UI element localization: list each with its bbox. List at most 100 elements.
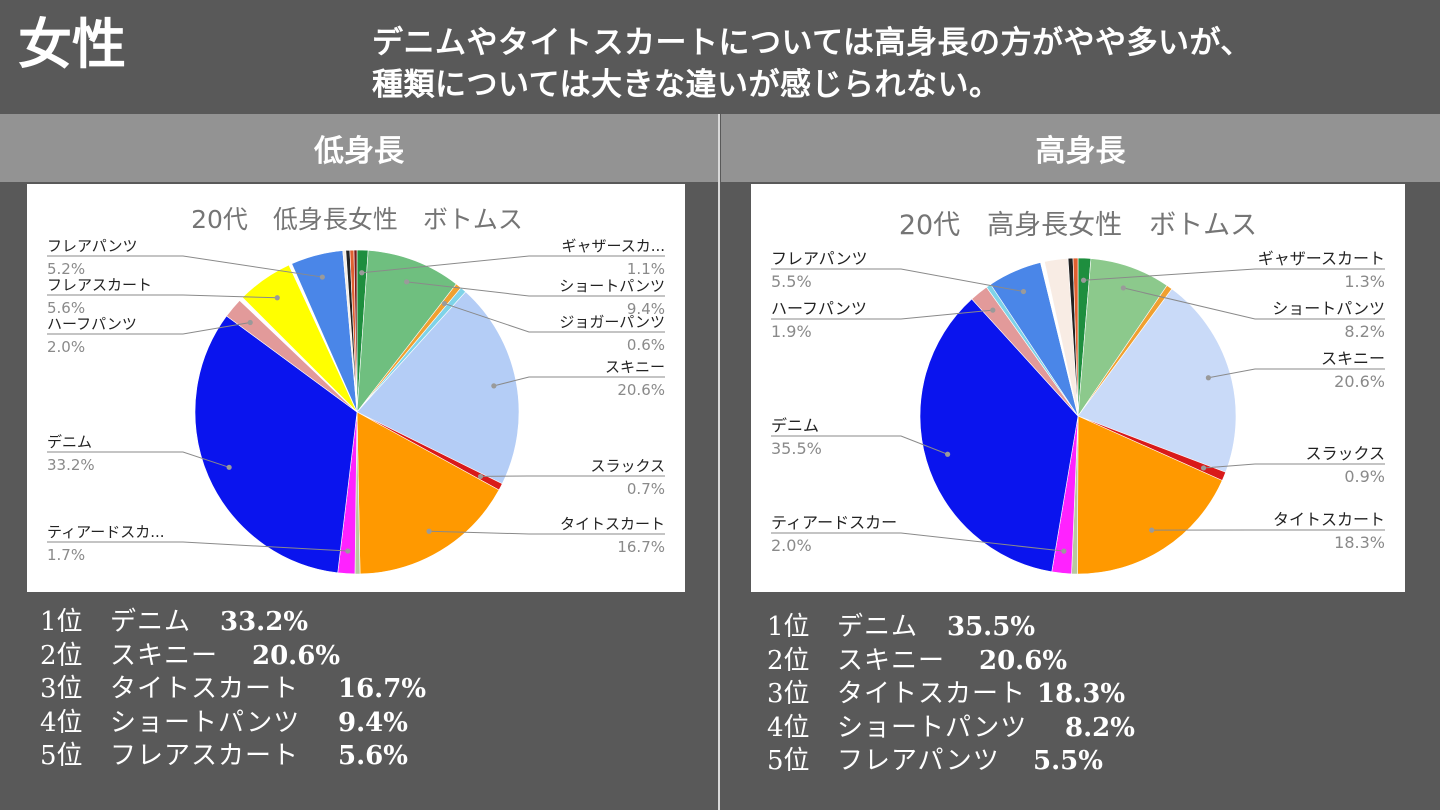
pie-slice-タイトスカート	[1077, 415, 1223, 575]
ranking-row: 3位 タイトスカート 18.3%	[767, 678, 1135, 712]
slice-label: ギャザースカ...	[561, 237, 665, 255]
section-header-tall: 高身長	[721, 114, 1440, 182]
leader-line	[493, 376, 665, 387]
rank-percent: 5.5%	[1033, 746, 1103, 776]
ranking-row: 1位 デニム 33.2%	[40, 606, 426, 640]
rank-percent: 20.6%	[979, 645, 1068, 676]
leader-dot	[990, 307, 996, 313]
rank-percent: 9.4%	[338, 707, 408, 738]
leader-line	[1203, 463, 1385, 469]
slice-percent: 5.2%	[47, 260, 85, 278]
leader-dot	[404, 279, 410, 285]
rank-item: タイトスカート	[837, 679, 1027, 709]
leader-line	[1123, 287, 1385, 320]
leader-line	[361, 255, 665, 274]
slice-label: ショートパンツ	[559, 277, 665, 295]
leader-line	[47, 255, 323, 278]
rank-percent: 18.3%	[1037, 679, 1126, 709]
ranking-row: 2位 スキニー 20.6%	[40, 640, 426, 674]
slice-label: タイトスカート	[560, 515, 665, 533]
rank-position: 1位	[40, 607, 83, 637]
chart-title: 20代 低身長女性 ボトムス	[191, 205, 523, 234]
slice-percent: 1.7%	[47, 546, 85, 564]
slice-percent: 0.7%	[627, 480, 665, 498]
slice-label: デニム	[771, 416, 819, 435]
rank-position: 2位	[40, 640, 83, 671]
pie-slice-other	[1072, 257, 1079, 417]
summary-line-1: デニムやタイトスカートについては高身長の方がやや多いが、	[372, 25, 1252, 61]
ranking-tall: 1位 デニム 35.5% 2位 スキニー 20.6% 3位 タイトスカート 18.3% 4位…	[767, 611, 1135, 779]
leader-dot	[491, 383, 497, 389]
slice-percent: 5.5%	[771, 272, 812, 291]
rank-percent: 20.6%	[252, 640, 341, 671]
slice-percent: 2.0%	[771, 536, 812, 555]
leader-dot	[274, 295, 280, 301]
rank-position: 5位	[40, 741, 83, 771]
slice-label: スキニー	[605, 358, 665, 376]
leader-line	[771, 532, 1064, 552]
summary-line-2: 種類については大きな違いが感じられない。	[372, 67, 1001, 103]
leader-line	[429, 530, 665, 535]
rank-position: 4位	[40, 707, 83, 738]
leader-dot	[1120, 285, 1126, 291]
slice-label: スラックス	[1305, 444, 1385, 463]
leader-dot	[1200, 465, 1207, 471]
leader-dot	[247, 319, 253, 326]
rank-percent: 35.5%	[947, 612, 1036, 642]
slice-label: ハーフパンツ	[771, 299, 867, 318]
leader-line	[771, 309, 993, 320]
ranking-row: 1位 デニム 35.5%	[767, 611, 1135, 645]
section-header-short: 低身長	[0, 114, 718, 182]
chart-panel-short: 20代 低身長女性 ボトムス ギャザースカ... 1.1% ショートパンツ 9.4% ジョ…	[27, 184, 685, 592]
slice-percent: 16.7%	[617, 538, 665, 556]
slice-label: ティアードスカー	[771, 513, 897, 532]
slice-label: ティアードスカ...	[47, 523, 165, 541]
ranking-row: 3位 タイトスカート 16.7%	[40, 673, 426, 707]
slice-percent: 33.2%	[47, 456, 95, 474]
rank-percent: 16.7%	[338, 674, 427, 704]
leader-line	[47, 294, 278, 299]
leader-dot	[441, 300, 448, 307]
leader-dot	[1205, 375, 1211, 381]
leader-line	[444, 303, 665, 333]
rank-position: 3位	[767, 679, 810, 709]
leader-line	[771, 268, 1024, 293]
slice-percent: 2.0%	[47, 338, 85, 356]
chart-panel-tall: 20代 高身長女性 ボトムス ギャザースカート 1.3% ショートパンツ 8.2% スキニ…	[751, 184, 1405, 592]
slice-percent: 20.6%	[1334, 372, 1385, 391]
rank-position: 5位	[767, 746, 810, 776]
rank-item: デニム	[837, 612, 919, 642]
summary-text: デニムやタイトスカートについては高身長の方がやや多いが、 種類については大きな違…	[372, 22, 1252, 106]
slice-label: フレアパンツ	[771, 249, 867, 268]
pie-slice-other	[353, 249, 358, 413]
pie-slice-デニム	[919, 298, 1079, 573]
slice-label: スキニー	[1321, 349, 1385, 368]
slice-label: スラックス	[590, 457, 665, 475]
slice-label: ジョガーパンツ	[559, 313, 665, 331]
rank-percent: 5.6%	[338, 741, 408, 771]
leader-dot	[1020, 288, 1027, 295]
rank-item: タイトスカート	[110, 674, 300, 704]
pie-slice-スキニー	[356, 291, 520, 485]
rank-position: 4位	[767, 712, 810, 743]
slice-label: タイトスカート	[1273, 510, 1385, 529]
slice-percent: 5.6%	[47, 299, 85, 317]
slice-percent: 35.5%	[771, 439, 822, 458]
leader-line	[771, 435, 948, 455]
rank-item: フレアパンツ	[837, 746, 1000, 776]
slice-percent: 0.6%	[627, 336, 665, 354]
slice-percent: 18.3%	[1334, 533, 1385, 552]
leader-line	[1083, 268, 1385, 281]
ranking-row: 5位 フレアスカート 5.6%	[40, 740, 426, 774]
rank-item: ショートパンツ	[110, 707, 301, 738]
ranking-row: 4位 ショートパンツ 8.2%	[767, 712, 1135, 746]
page-title: 女性	[18, 13, 126, 76]
rank-position: 2位	[767, 645, 810, 676]
slice-percent: 1.1%	[627, 260, 665, 278]
leader-dot	[226, 464, 232, 470]
leader-line	[47, 541, 348, 552]
slice-label: デニム	[47, 433, 92, 451]
leader-dot	[477, 473, 484, 480]
slice-percent: 20.6%	[617, 381, 665, 399]
